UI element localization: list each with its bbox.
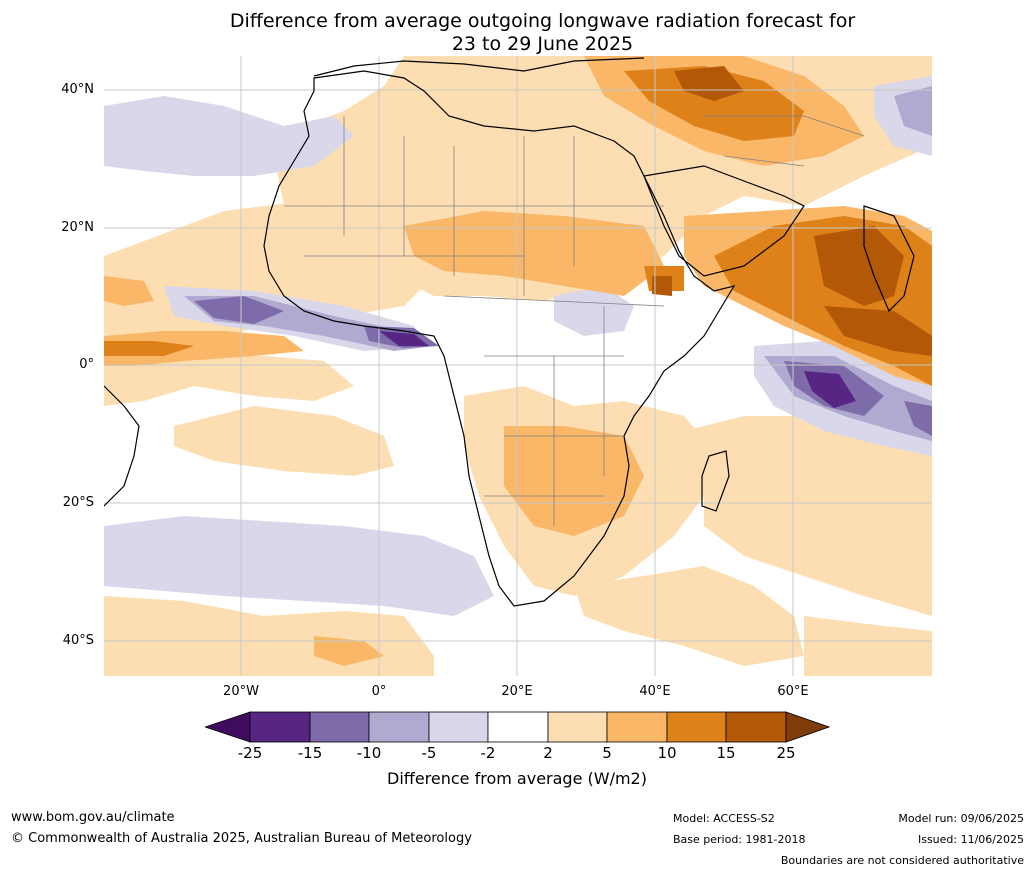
colorbar-label: -5: [421, 744, 437, 762]
anomaly-map: [104, 56, 932, 676]
x-label-20e: 20°E: [501, 684, 533, 699]
model-run-text: Model run: 09/06/2025: [898, 812, 1024, 825]
india-coast: [863, 205, 915, 313]
colorbar-label: 2: [543, 744, 553, 762]
colorbar-bin-9: [725, 711, 787, 743]
x-label-60e: 60°E: [777, 684, 809, 699]
y-label-20s: 20°S: [62, 495, 94, 510]
colorbar-bin-3: [368, 711, 430, 743]
colorbar-label: 5: [602, 744, 612, 762]
disclaimer-text: Boundaries are not considered authoritat…: [780, 854, 1024, 867]
colorbar-bin-5: [487, 711, 549, 743]
title-line-1: Difference from average outgoing longwav…: [229, 10, 856, 32]
colorbar-bin-6: [547, 711, 608, 743]
colorbar-bin-7: [606, 711, 668, 743]
model-text: Model: ACCESS-S2: [673, 812, 775, 825]
europe-coast: [313, 57, 645, 77]
arabia-coast: [643, 165, 805, 277]
y-label-20n: 20°N: [61, 220, 94, 235]
colorbar-label: 25: [776, 744, 796, 762]
x-label-40e: 40°E: [639, 684, 671, 699]
south-america-coast: [104, 385, 140, 507]
colorbar-label: -2: [480, 744, 496, 762]
country-boundaries: [284, 115, 865, 526]
y-label-40s: 40°S: [62, 633, 94, 648]
base-period-text: Base period: 1981-2018: [673, 833, 806, 846]
colorbar: [205, 711, 830, 743]
colorbar-label: -15: [297, 744, 323, 762]
colorbar-label: 10: [657, 744, 677, 762]
graticule: [104, 56, 932, 676]
colorbar-label: -25: [237, 744, 263, 762]
madagascar-coast: [701, 450, 730, 512]
y-label-0: 0°: [79, 357, 94, 372]
colorbar-bin-2: [309, 711, 370, 743]
africa-coast: [263, 70, 736, 607]
y-label-40n: 40°N: [61, 82, 94, 97]
colorbar-label: 15: [716, 744, 736, 762]
issued-text: Issued: 11/06/2025: [917, 833, 1024, 846]
anomaly-15-to-25: [652, 66, 932, 356]
website-link[interactable]: www.bom.gov.au/climate: [11, 810, 175, 825]
copyright-text: © Commonwealth of Australia 2025, Austra…: [11, 831, 472, 846]
colorbar-title: Difference from average (W/m2): [387, 769, 647, 788]
title-line-2: 23 to 29 June 2025: [451, 33, 634, 55]
colorbar-bin-4: [428, 711, 489, 743]
anomaly-neg15-to-neg25: [379, 331, 856, 408]
colorbar-under: [205, 711, 251, 743]
colorbar-bin-1: [249, 711, 311, 743]
coastlines: [104, 57, 915, 607]
map-title: Difference from average outgoing longwav…: [0, 10, 1035, 56]
colorbar-over: [785, 711, 830, 743]
x-label-0: 0°: [371, 684, 387, 699]
x-label-20w: 20°W: [223, 684, 259, 699]
colorbar-label: -10: [356, 744, 382, 762]
colorbar-bin-8: [666, 711, 727, 743]
map-area: [104, 56, 932, 676]
